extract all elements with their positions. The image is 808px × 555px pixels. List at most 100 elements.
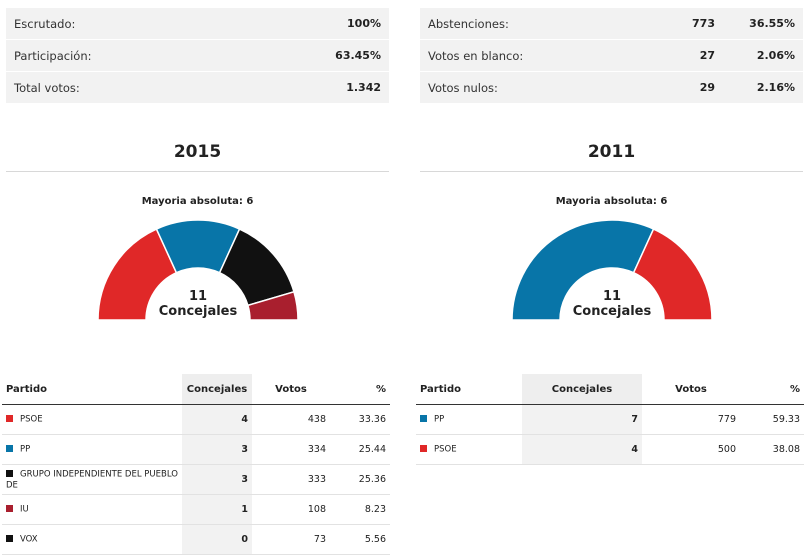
stat-value: 100% bbox=[347, 17, 381, 30]
stat-votes: 773 bbox=[692, 17, 715, 30]
party-color-swatch bbox=[6, 445, 13, 452]
seat-hemicycle-chart-2015 bbox=[97, 219, 299, 321]
votes-cell: 500 bbox=[642, 434, 740, 465]
seats-cell: 0 bbox=[182, 524, 252, 555]
stat-label: Escrutado: bbox=[14, 16, 76, 31]
stat-label: Abstenciones: bbox=[428, 16, 509, 31]
party-cell: PP bbox=[416, 404, 522, 435]
pct-cell: 8.23 bbox=[330, 494, 390, 525]
votes-cell: 108 bbox=[252, 494, 330, 525]
pct-cell: 5.56 bbox=[330, 524, 390, 555]
results-table-2011: Partido Concejales Votos % PP 7 779 59.33 PS… bbox=[416, 374, 804, 465]
col-header-partido: Partido bbox=[2, 374, 182, 405]
stats-summary-panel: Escrutado: 100% Participación: 63.45% To… bbox=[6, 8, 389, 103]
votes-cell: 333 bbox=[252, 464, 330, 495]
col-header-concejales: Concejales bbox=[182, 374, 252, 405]
table-header-row: Partido Concejales Votos % bbox=[416, 374, 804, 405]
stat-row-votos-blanco: Votos en blanco: 27 2.06% bbox=[420, 40, 803, 72]
party-name: PSOE bbox=[20, 414, 43, 425]
majority-label: Mayoria absoluta: 6 bbox=[141, 196, 254, 207]
pct-cell: 25.44 bbox=[330, 434, 390, 465]
seats-cell: 3 bbox=[182, 464, 252, 495]
stats-votes-panel: Abstenciones: 773 36.55% Votos en blanco… bbox=[420, 8, 803, 103]
col-header-pct: % bbox=[740, 374, 804, 405]
party-cell: PSOE bbox=[416, 434, 522, 465]
party-color-swatch bbox=[6, 469, 13, 477]
party-cell: IU bbox=[2, 494, 182, 525]
stat-votes: 27 bbox=[699, 49, 715, 62]
stat-label: Votos en blanco: bbox=[428, 48, 524, 63]
seats-total: 11 Concejales bbox=[552, 289, 672, 319]
stat-row-votos-nulos: Votos nulos: 29 2.16% bbox=[420, 72, 803, 103]
party-color-swatch bbox=[6, 535, 13, 542]
seats-cell: 4 bbox=[522, 434, 642, 465]
stat-label: Votos nulos: bbox=[428, 80, 498, 95]
party-cell: PP bbox=[2, 434, 182, 465]
party-cell: VOX bbox=[2, 524, 182, 555]
stat-label: Total votos: bbox=[14, 80, 80, 95]
seat-segment-psoe bbox=[632, 228, 713, 321]
party-cell: GRUPO INDEPENDIENTE DEL PUEBLO DE bbox=[2, 464, 182, 495]
seats-total: 11 Concejales bbox=[138, 289, 258, 319]
divider bbox=[420, 171, 803, 172]
pct-cell: 38.08 bbox=[740, 434, 804, 465]
party-color-swatch bbox=[6, 415, 13, 422]
votes-cell: 73 bbox=[252, 524, 330, 555]
pct-cell: 59.33 bbox=[740, 404, 804, 435]
stat-pct: 36.55% bbox=[749, 17, 795, 30]
party-color-swatch bbox=[420, 415, 427, 422]
stat-votes: 29 bbox=[699, 81, 715, 94]
stat-row-abstenciones: Abstenciones: 773 36.55% bbox=[420, 8, 803, 40]
votes-cell: 438 bbox=[252, 404, 330, 435]
table-row: IU 1 108 8.23 bbox=[2, 494, 390, 525]
stat-label: Participación: bbox=[14, 48, 92, 63]
party-name: PSOE bbox=[434, 444, 457, 455]
votes-cell: 334 bbox=[252, 434, 330, 465]
stat-row-total-votos: Total votos: 1.342 bbox=[6, 72, 389, 103]
stat-row-participacion: Participación: 63.45% bbox=[6, 40, 389, 72]
seat-segment-pp bbox=[511, 219, 655, 321]
party-name: IU bbox=[20, 504, 29, 515]
votes-cell: 779 bbox=[642, 404, 740, 435]
election-year-title: 2015 bbox=[173, 142, 222, 162]
col-header-votos: Votos bbox=[252, 374, 330, 405]
seats-cell: 4 bbox=[182, 404, 252, 435]
results-table-2015: Partido Concejales Votos % PSOE 4 438 33.36… bbox=[2, 374, 390, 555]
table-row: VOX 0 73 5.56 bbox=[2, 524, 390, 555]
table-row: PP 7 779 59.33 bbox=[416, 404, 804, 435]
party-name: PP bbox=[20, 444, 31, 455]
seats-cell: 7 bbox=[522, 404, 642, 435]
seats-cell: 3 bbox=[182, 434, 252, 465]
seat-hemicycle-chart-2011 bbox=[511, 219, 713, 321]
stat-pct: 2.06% bbox=[756, 49, 795, 62]
seats-total-label: Concejales bbox=[572, 304, 652, 319]
election-year-title: 2011 bbox=[587, 142, 636, 162]
party-name: GRUPO INDEPENDIENTE DEL PUEBLO DE bbox=[6, 469, 178, 490]
col-header-partido: Partido bbox=[416, 374, 522, 405]
table-header-row: Partido Concejales Votos % bbox=[2, 374, 390, 405]
party-color-swatch bbox=[420, 445, 427, 452]
col-header-votos: Votos bbox=[642, 374, 740, 405]
seats-total-number: 11 bbox=[188, 289, 208, 304]
stat-row-escrutado: Escrutado: 100% bbox=[6, 8, 389, 40]
seats-total-label: Concejales bbox=[158, 304, 238, 319]
col-header-concejales: Concejales bbox=[522, 374, 642, 405]
party-color-swatch bbox=[6, 505, 13, 512]
party-cell: PSOE bbox=[2, 404, 182, 435]
col-header-pct: % bbox=[330, 374, 390, 405]
stat-value: 1.342 bbox=[346, 81, 381, 94]
party-name: PP bbox=[434, 414, 445, 425]
party-name: VOX bbox=[20, 534, 38, 545]
table-row: PP 3 334 25.44 bbox=[2, 434, 390, 465]
seat-segment-iu bbox=[246, 290, 299, 321]
pct-cell: 25.36 bbox=[330, 464, 390, 495]
stat-value: 63.45% bbox=[335, 49, 381, 62]
seats-total-number: 11 bbox=[602, 289, 622, 304]
table-row: PSOE 4 500 38.08 bbox=[416, 434, 804, 465]
table-row: GRUPO INDEPENDIENTE DEL PUEBLO DE 3 333 25.… bbox=[2, 464, 390, 495]
stat-pct: 2.16% bbox=[756, 81, 795, 94]
pct-cell: 33.36 bbox=[330, 404, 390, 435]
divider bbox=[6, 171, 389, 172]
majority-label: Mayoria absoluta: 6 bbox=[555, 196, 668, 207]
seats-cell: 1 bbox=[182, 494, 252, 525]
